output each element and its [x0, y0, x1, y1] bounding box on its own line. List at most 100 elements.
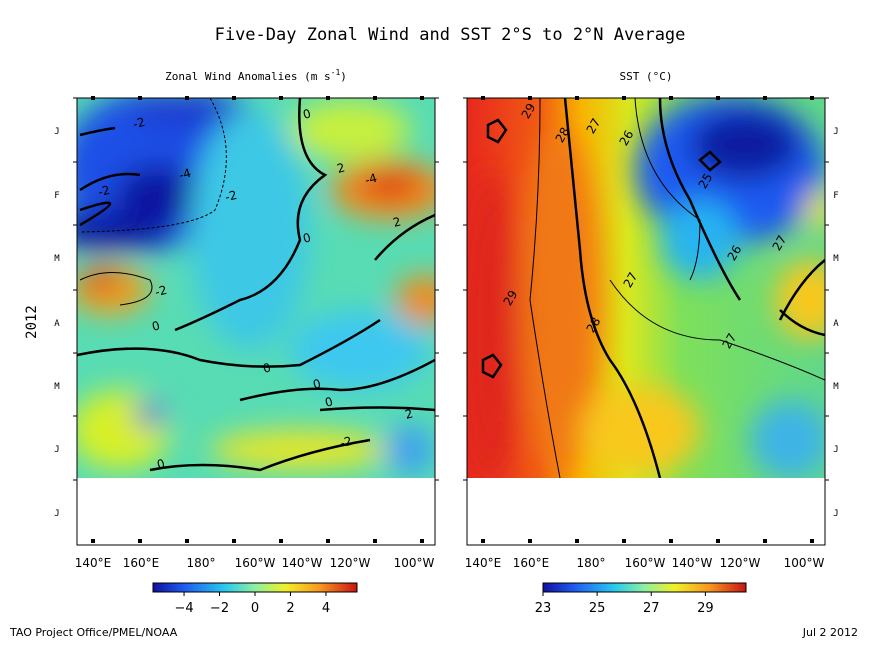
- contour-label: 0: [301, 230, 312, 246]
- contour-label: 0: [311, 376, 322, 392]
- tick-marker: [669, 96, 673, 100]
- tick-marker: [373, 96, 377, 100]
- month-label: M: [833, 382, 839, 392]
- tick-marker: [138, 96, 142, 100]
- tick-marker: [575, 96, 579, 100]
- contour-label: 28: [584, 315, 604, 335]
- tick-marker: [185, 96, 189, 100]
- tick-marker: [232, 96, 236, 100]
- colorbar-label: 0: [251, 601, 259, 616]
- colorbar-label: 23: [535, 601, 552, 616]
- lon-label: 140°W: [282, 556, 323, 570]
- lon-label: 140°W: [672, 556, 713, 570]
- contour-label: 25: [696, 171, 716, 191]
- tick-marker: [481, 539, 485, 543]
- tick-marker: [373, 539, 377, 543]
- lon-label: 100°W: [394, 556, 435, 570]
- contour-label: -2: [96, 183, 111, 200]
- month-label: J: [54, 127, 59, 137]
- panel-title: SST (°C): [620, 70, 673, 83]
- date: Jul 2 2012: [802, 626, 858, 639]
- tick-marker: [528, 539, 532, 543]
- contour-label: 2: [391, 214, 402, 230]
- colorbar-label: 4: [322, 601, 330, 616]
- tick-marker: [810, 96, 814, 100]
- contour-label: 27: [584, 116, 604, 136]
- panel-title-end: ): [340, 70, 347, 83]
- tick-marker: [138, 539, 142, 543]
- lon-label: 180°: [187, 556, 216, 570]
- lon-label: 100°W: [784, 556, 825, 570]
- contour-label: 26: [725, 243, 745, 263]
- lon-label: 140°E: [465, 556, 502, 570]
- contour-label: -2: [131, 115, 146, 132]
- lon-label: 160°E: [513, 556, 550, 570]
- month-label: M: [54, 254, 60, 264]
- colorbar-label: 2: [286, 601, 294, 616]
- panel-title: Zonal Wind Anomalies (m s-1): [165, 68, 347, 83]
- lon-label: 160°E: [123, 556, 160, 570]
- contour-label: -2: [223, 188, 238, 205]
- month-label: M: [54, 382, 60, 392]
- colorbar-label: 25: [589, 601, 606, 616]
- month-label: A: [833, 319, 839, 329]
- panel-title-text: Zonal Wind Anomalies (m s: [165, 70, 331, 83]
- sst-field: [467, 98, 825, 478]
- colorbar-label: −2: [210, 601, 229, 616]
- contour-label: 27: [720, 331, 740, 351]
- tick-marker: [91, 96, 95, 100]
- footer: TAO Project Office/PMEL/NOAA: [9, 626, 178, 639]
- lon-label: 120°W: [720, 556, 761, 570]
- month-label: A: [54, 319, 60, 329]
- lon-label: 160°W: [235, 556, 276, 570]
- tick-marker: [185, 539, 189, 543]
- contour-label: 0: [261, 360, 272, 376]
- contour-label: -2: [338, 434, 353, 451]
- tick-marker: [716, 539, 720, 543]
- contour-label: 26: [617, 128, 637, 148]
- contour-label: 27: [770, 233, 790, 253]
- tick-marker: [763, 539, 767, 543]
- contour-label: 2: [335, 160, 346, 176]
- panel-title-sup: -1: [331, 68, 341, 77]
- tick-marker: [326, 96, 330, 100]
- tick-marker: [716, 96, 720, 100]
- tick-marker: [622, 539, 626, 543]
- month-label: F: [833, 191, 838, 201]
- month-label: J: [833, 445, 838, 455]
- lon-label: 120°W: [330, 556, 371, 570]
- lon-label: 160°W: [625, 556, 666, 570]
- frame: [76, 97, 436, 546]
- lon-label: 140°E: [75, 556, 112, 570]
- contour-label: 0: [155, 456, 166, 472]
- month-label: J: [54, 509, 59, 519]
- wind-field: [77, 98, 435, 478]
- tick-marker: [91, 539, 95, 543]
- month-label: J: [833, 509, 838, 519]
- month-label: M: [833, 254, 839, 264]
- contour-label: 29: [519, 101, 539, 121]
- contour-label: -2: [153, 283, 168, 300]
- colorbar-label: 29: [697, 601, 714, 616]
- tick-marker: [528, 96, 532, 100]
- y-label: 2012: [24, 305, 40, 339]
- month-label: J: [833, 127, 838, 137]
- contour-label: -4: [177, 166, 192, 183]
- lon-label: 180°: [577, 556, 606, 570]
- tick-marker: [575, 539, 579, 543]
- title: Five-Day Zonal Wind and SST 2°S to 2°N A…: [215, 25, 686, 45]
- contour-label: 0: [301, 106, 312, 122]
- colorbar: [542, 582, 747, 593]
- tick-marker: [481, 96, 485, 100]
- colorbar-label: 27: [643, 601, 660, 616]
- tick-marker: [279, 96, 283, 100]
- tick-marker: [232, 539, 236, 543]
- contour-label: 2: [403, 406, 414, 422]
- contour-label: 29: [501, 288, 521, 308]
- tick-marker: [420, 539, 424, 543]
- tick-marker: [279, 539, 283, 543]
- frame: [466, 97, 826, 546]
- month-label: F: [54, 191, 59, 201]
- tick-marker: [669, 539, 673, 543]
